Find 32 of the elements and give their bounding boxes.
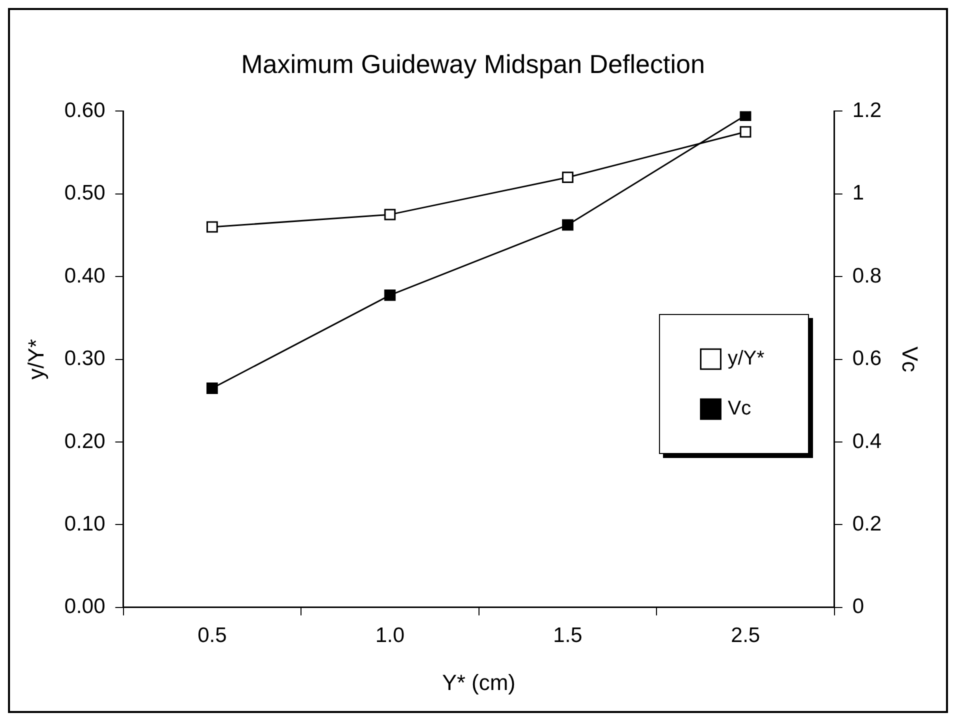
point [740,126,752,138]
chart-title: Maximum Guideway Midspan Deflection [241,48,705,79]
y-tick-label: 0.10 [64,512,106,536]
y2-tick-label: 0 [852,595,864,618]
x-tick-label: 0.5 [198,624,227,647]
point [740,111,752,122]
y-tick-label: 0.30 [64,347,106,370]
y-axis-title: y/Y* [23,338,48,380]
legend-label: y/Y* [728,348,765,370]
y2-tick-label: 0.8 [852,264,882,288]
point [562,219,574,231]
y2-tick-label: 0.4 [852,430,882,453]
y-tick-label: 0.60 [64,98,106,122]
y-tick-label: 0.50 [64,182,106,205]
point [206,221,218,233]
y2-tick-label: 1 [852,182,864,205]
legend-label: Vc [728,398,752,420]
y2-tick-label: 1.2 [852,98,882,122]
x-tick-label: 1.0 [375,624,405,647]
y2-tick-label: 0.6 [852,347,882,370]
y-tick-label: 0.40 [64,264,106,288]
x-tick-label: 2.5 [730,624,760,647]
point [384,208,396,220]
point [562,172,574,184]
y2-axis-title: Vc [898,346,923,372]
point [206,382,218,394]
y2-tick-label: 0.2 [852,512,882,536]
y-tick-label: 0.20 [64,430,106,453]
x-tick-label: 1.5 [553,624,582,647]
y-tick-label: 0.00 [64,595,106,618]
point [384,290,396,301]
x-axis-title: Y* (cm) [442,670,516,695]
